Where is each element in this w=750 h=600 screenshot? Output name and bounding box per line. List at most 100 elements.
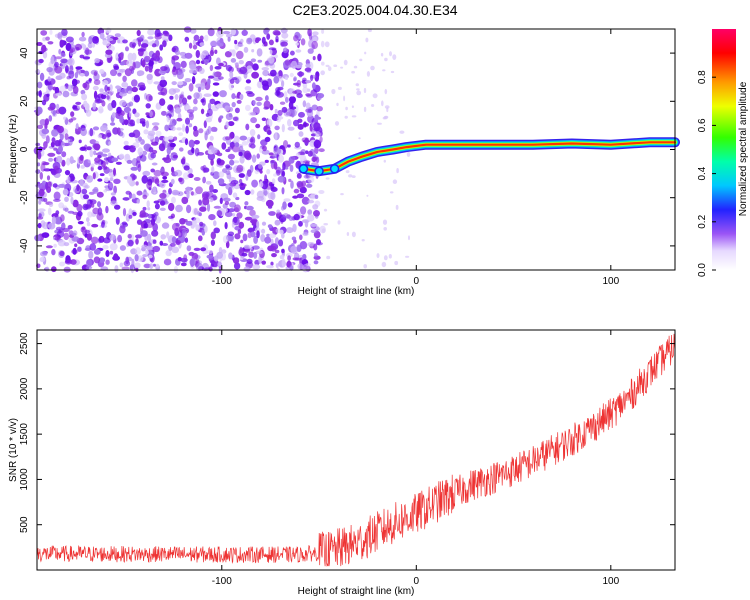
- heatmap-noise-cell: [310, 229, 318, 234]
- heatmap-noise-cell: [212, 71, 217, 78]
- heatmap-noise-cell: [260, 139, 268, 146]
- heatmap-noise-cell: [75, 101, 82, 105]
- heatmap-noise-cell: [244, 86, 252, 91]
- heatmap-noise-cell: [147, 36, 154, 40]
- heatmap-noise-cell: [176, 127, 182, 131]
- heatmap-noise-cell: [97, 134, 103, 139]
- heatmap-noise-cell: [127, 90, 132, 95]
- heatmap-noise-cell: [310, 74, 314, 82]
- heatmap-noise-cell: [85, 265, 93, 270]
- heatmap-noise-cell: [209, 49, 214, 57]
- heatmap-noise-cell: [234, 142, 240, 148]
- heatmap-noise-cell: [156, 32, 163, 37]
- heatmap-noise-cell: [64, 196, 69, 202]
- heatmap-noise-cell: [281, 80, 285, 88]
- heatmap-noise-cell: [171, 189, 180, 196]
- heatmap-noise-cell: [236, 212, 243, 219]
- heatmap-noise-cell: [293, 77, 297, 82]
- heatmap-noise-cell: [160, 171, 169, 177]
- heatmap-noise-cell: [58, 145, 63, 153]
- heatmap-noise-cell: [35, 106, 43, 115]
- heatmap-noise-cell: [162, 40, 167, 48]
- heatmap-noise-cell: [205, 117, 213, 123]
- heatmap-noise-cell: [159, 98, 166, 106]
- heatmap-noise-cell: [134, 254, 139, 262]
- heatmap-noise-cell: [54, 66, 63, 74]
- heatmap-noise-cell: [395, 204, 399, 210]
- heatmap-noise-cell: [209, 184, 214, 193]
- heatmap-noise-cell: [56, 155, 63, 164]
- heatmap-noise-cell: [64, 65, 69, 73]
- heatmap-noise-cell: [203, 93, 212, 97]
- heatmap-background: [37, 29, 675, 270]
- heatmap-noise-cell: [184, 138, 189, 146]
- heatmap-noise-cell: [132, 129, 141, 138]
- heatmap-noise-cell: [233, 216, 238, 224]
- heatmap-noise-cell: [207, 78, 211, 85]
- heatmap-noise-cell: [195, 262, 203, 271]
- heatmap-noise-cell: [267, 224, 273, 229]
- heatmap-noise-cell: [171, 81, 177, 86]
- heatmap-noise-cell: [263, 28, 269, 35]
- heatmap-noise-cell: [242, 233, 248, 242]
- heatmap-noise-cell: [252, 264, 261, 270]
- heatmap-noise-cell: [263, 187, 268, 196]
- heatmap-noise-cell: [137, 147, 144, 156]
- heatmap-noise-cell: [224, 51, 232, 58]
- heatmap-noise-cell: [195, 50, 200, 58]
- heatmap-noise-cell: [145, 249, 149, 255]
- heatmap-noise-cell: [82, 82, 88, 89]
- heatmap-noise-cell: [86, 146, 92, 151]
- heatmap-noise-cell: [282, 47, 288, 54]
- heatmap-noise-cell: [199, 42, 205, 47]
- heatmap-noise-cell: [229, 159, 235, 166]
- heatmap-noise-cell: [270, 245, 277, 252]
- heatmap-noise-cell: [77, 210, 83, 217]
- heatmap-noise-cell: [274, 132, 278, 141]
- heatmap-noise-cell: [245, 104, 251, 112]
- colorbar-tick-label: 0.4: [697, 166, 708, 180]
- heatmap-noise-cell: [111, 100, 117, 109]
- heatmap-noise-cell: [157, 56, 163, 64]
- heatmap-noise-cell: [58, 228, 63, 234]
- heatmap-noise-cell: [78, 156, 84, 164]
- heatmap-noise-cell: [294, 141, 300, 148]
- heatmap-noise-cell: [195, 59, 201, 65]
- heatmap-noise-cell: [200, 108, 205, 115]
- heatmap-noise-cell: [63, 242, 70, 247]
- heatmap-noise-cell: [137, 38, 142, 47]
- heatmap-noise-cell: [103, 165, 108, 169]
- heatmap-noise-cell: [69, 48, 74, 54]
- heatmap-noise-cell: [383, 255, 388, 261]
- heatmap-noise-cell: [233, 135, 240, 144]
- heatmap-noise-cell: [250, 189, 255, 195]
- heatmap-noise-cell: [300, 206, 307, 215]
- heatmap-noise-cell: [248, 143, 252, 148]
- heatmap-noise-cell: [82, 56, 91, 60]
- heatmap-noise-cell: [408, 235, 410, 241]
- heatmap-noise-cell: [60, 214, 65, 222]
- heatmap-noise-cell: [206, 203, 211, 212]
- heatmap-noise-cell: [48, 115, 53, 122]
- heatmap-noise-cell: [101, 100, 106, 107]
- heatmap-noise-cell: [294, 257, 302, 261]
- heatmap-noise-cell: [122, 39, 128, 44]
- heatmap-noise-cell: [268, 47, 277, 51]
- heatmap-noise-cell: [305, 150, 309, 154]
- heatmap-noise-cell: [296, 79, 302, 88]
- heatmap-noise-cell: [109, 234, 116, 241]
- heatmap-noise-cell: [136, 29, 141, 37]
- heatmap-noise-cell: [228, 252, 233, 260]
- heatmap-noise-cell: [284, 59, 291, 66]
- heatmap-noise-cell: [93, 79, 101, 86]
- heatmap-noise-cell: [78, 36, 87, 42]
- heatmap-noise-cell: [234, 39, 238, 45]
- heatmap-noise-cell: [102, 39, 107, 46]
- heatmap-noise-cell: [43, 141, 48, 149]
- heatmap-noise-cell: [152, 245, 161, 253]
- heatmap-noise-cell: [185, 125, 189, 134]
- heatmap-noise-cell: [84, 49, 92, 55]
- heatmap-noise-cell: [271, 253, 277, 258]
- heatmap-noise-cell: [65, 36, 74, 43]
- heatmap-noise-cell: [224, 105, 231, 112]
